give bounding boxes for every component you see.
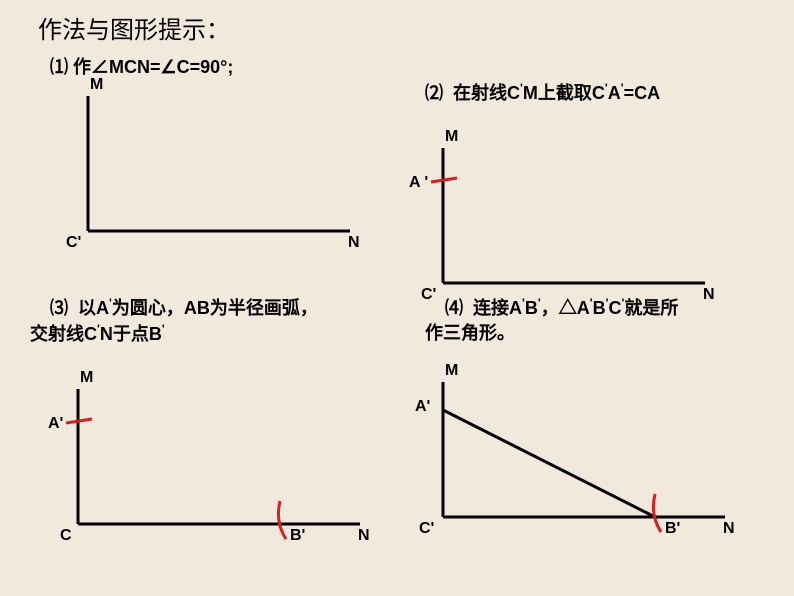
label-B: B': [665, 520, 680, 538]
diagram-1: [60, 86, 380, 256]
label-A: A ': [409, 174, 428, 192]
step-1-text: ⑴ 作∠MCN=∠C=90°;: [30, 55, 390, 80]
label-N: N: [723, 520, 735, 538]
label-M: M: [90, 76, 103, 94]
panel-step-3: ⑶ 以A'为圆心，AB为半径画弧，交射线C'N于点B' M A' C B' N: [30, 270, 400, 549]
diagram-3: [50, 379, 390, 549]
panel-step-4: ⑷ 连接A'B'，△A'B'C'就是所作三角形。 M A' C' B' N: [405, 270, 785, 542]
label-M: M: [445, 362, 458, 380]
label-C: C': [419, 520, 434, 538]
label-M: M: [445, 128, 458, 146]
page-title: 作法与图形提示：: [38, 10, 230, 45]
label-C: C': [66, 234, 81, 252]
diagram-4: [415, 372, 755, 542]
step-3-text: ⑶ 以A'为圆心，AB为半径画弧，交射线C'N于点B': [30, 270, 400, 373]
label-N: N: [358, 527, 370, 545]
label-N: N: [348, 234, 360, 252]
label-C: C: [60, 527, 72, 545]
label-A: A': [48, 415, 63, 433]
step-2-text: ⑵ 在射线C'M上截取C'A'=CA: [405, 55, 785, 132]
panel-step-1: ⑴ 作∠MCN=∠C=90°; M C' N: [30, 55, 390, 256]
label-A: A': [415, 398, 430, 416]
step-4-text: ⑷ 连接A'B'，△A'B'C'就是所作三角形。: [405, 270, 785, 372]
label-B: B': [290, 527, 305, 545]
label-M: M: [80, 369, 93, 387]
